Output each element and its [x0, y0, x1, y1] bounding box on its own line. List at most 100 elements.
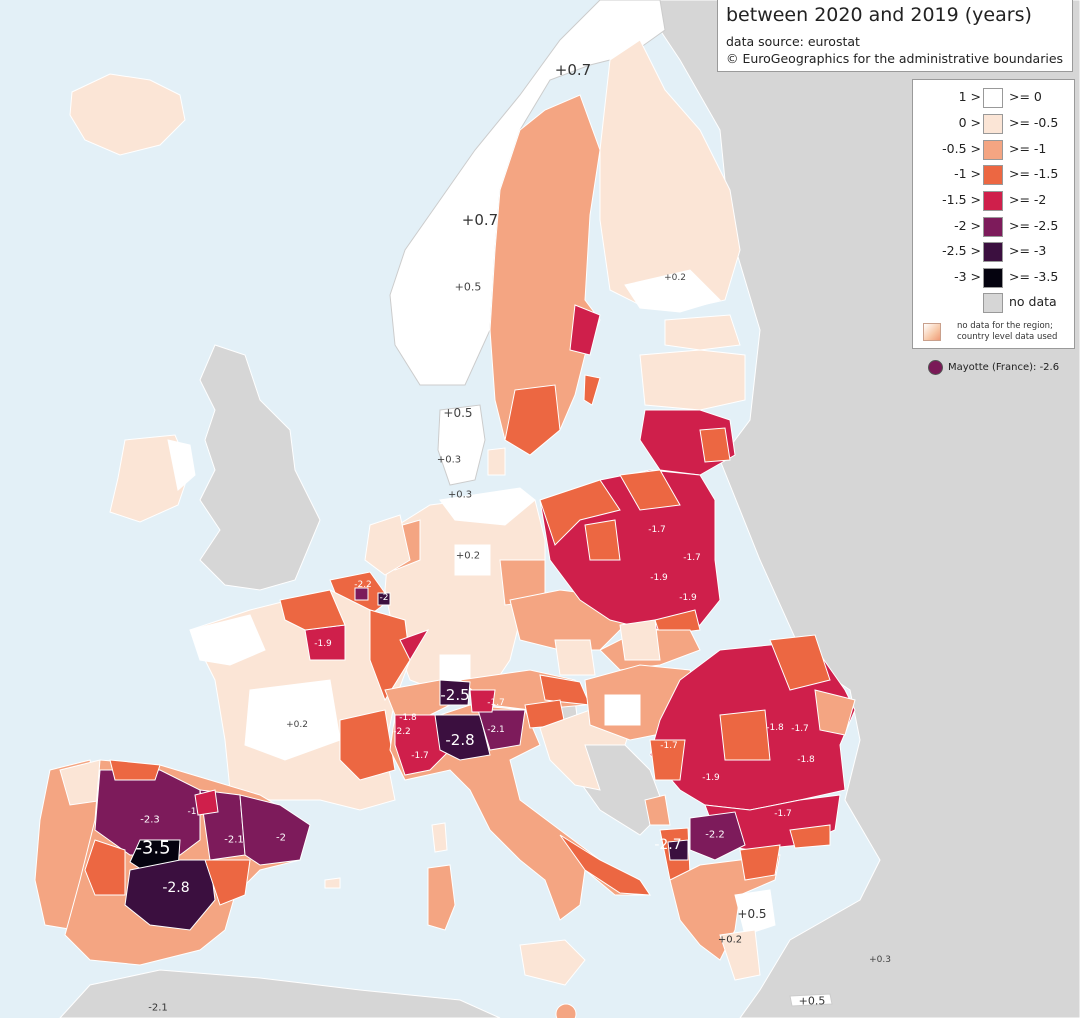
north-macedonia	[689, 811, 746, 861]
region-value-label: -1.9	[679, 593, 697, 603]
region-value-label: +0.3	[869, 955, 891, 965]
legend-lower-bound: >= -3	[1009, 243, 1047, 258]
legend-upper-bound: -1 >	[954, 166, 981, 181]
legend-swatch	[983, 191, 1003, 211]
legend-swatch	[983, 242, 1003, 262]
legend-swatch	[983, 165, 1003, 185]
region-value-label: -1.8	[766, 723, 784, 733]
ireland	[109, 434, 191, 523]
legend-lower-bound: >= -3.5	[1009, 269, 1059, 284]
region-value-label: +0.2	[664, 273, 686, 283]
legend-upper-bound: -3 >	[954, 269, 981, 284]
legend-lower-bound: >= -2	[1009, 192, 1047, 207]
region-value-label: -2.1	[487, 725, 505, 735]
netherlands	[364, 514, 411, 576]
region-value-label: -2	[379, 593, 389, 603]
legend-row: no data	[913, 292, 1074, 314]
region-value-label: -1.7	[774, 809, 792, 819]
region-value-label: -1.7	[660, 741, 678, 751]
legend-upper-bound: 0 >	[958, 115, 981, 130]
legend-lower-bound: no data	[1009, 294, 1057, 309]
region-value-label: +0.5	[737, 907, 767, 921]
legend-row: -2.5 > >= -3	[913, 241, 1074, 263]
legend-upper-bound: -0.5 >	[942, 141, 981, 156]
region-value-label: +0.2	[717, 934, 743, 946]
sweden	[489, 94, 601, 456]
region-value-label: -2.5	[440, 686, 470, 704]
region-value-label: -1.7	[683, 553, 701, 563]
crete	[789, 993, 833, 1007]
region-value-label: -2.1	[224, 834, 244, 846]
region-value-label: -1.7	[648, 525, 666, 535]
region-value-label: -3.5	[135, 837, 171, 859]
latvia	[639, 349, 746, 411]
region-value-label: -1.7	[791, 724, 809, 734]
region-value-label: -2.7	[654, 837, 682, 853]
legend-swatch	[983, 114, 1003, 134]
region-value-label: -2.8	[445, 731, 475, 749]
legend-swatch	[983, 217, 1003, 237]
legend-lower-bound: >= -0.5	[1009, 115, 1059, 130]
region-value-label: -2.1	[148, 1002, 168, 1014]
legend-swatch	[983, 88, 1003, 108]
region-value-label: -1.7	[487, 698, 505, 708]
legend-row: 1 > >= 0	[913, 87, 1074, 109]
legend-lower-bound: >= -1	[1009, 141, 1047, 156]
region-value-label: -2	[276, 832, 286, 844]
region-value-label: +0.7	[554, 61, 592, 79]
legend-row: -1 > >= -1.5	[913, 164, 1074, 186]
copyright: © EuroGeographics for the administrative…	[726, 51, 1064, 66]
legend-row: -3 > >= -3.5	[913, 267, 1074, 289]
legend-lower-bound: >= 0	[1009, 89, 1042, 104]
region-value-label: +0.2	[286, 720, 308, 730]
region-value-label: -1.9	[314, 639, 332, 649]
region-value-label: -1.8	[399, 713, 417, 723]
sicily	[519, 939, 586, 986]
legend-row: -0.5 > >= -1	[913, 139, 1074, 161]
region-value-label: -2.2	[393, 727, 411, 737]
region-value-label: -2.2	[705, 829, 725, 841]
legend-swatch	[983, 293, 1003, 313]
legend-upper-bound: -2.5 >	[942, 243, 981, 258]
legend-swatch	[983, 140, 1003, 160]
denmark	[437, 404, 486, 486]
legend-lower-bound: >= -1.5	[1009, 166, 1059, 181]
data-source: data source: eurostat	[726, 34, 860, 49]
region-value-label: -1.9	[702, 773, 720, 783]
legend-row: -1.5 > >= -2	[913, 190, 1074, 212]
legend-note-text: no data for the region; country level da…	[957, 321, 1058, 342]
region-value-label: -1.7	[411, 751, 429, 761]
map-title: between 2020 and 2019 (years)	[726, 4, 1032, 26]
title-box: between 2020 and 2019 (years) data sourc…	[717, 0, 1073, 72]
legend-swatch	[983, 268, 1003, 288]
legend-upper-bound: 1 >	[958, 89, 981, 104]
mayotte-label: Mayotte (France): -2.6	[948, 362, 1060, 373]
mayotte-dot-icon	[928, 360, 943, 375]
region-value-label: -1.8	[797, 755, 815, 765]
iceland	[69, 73, 186, 156]
sardinia	[427, 864, 456, 931]
region-value-label: +0.5	[443, 406, 473, 420]
legend-row: -2 > >= -2.5	[913, 216, 1074, 238]
corsica	[431, 822, 448, 853]
finland	[599, 39, 741, 311]
region-value-label: +0.3	[447, 489, 473, 501]
legend-lower-bound: >= -2.5	[1009, 218, 1059, 233]
region-value-label: +0.2	[455, 550, 481, 562]
region-value-label: +0.5	[798, 994, 826, 1008]
region-value-label: +0.7	[461, 211, 499, 229]
region-value-label: -2.8	[162, 880, 190, 896]
legend-row: 0 > >= -0.5	[913, 113, 1074, 135]
region-value-label: -1	[187, 807, 197, 817]
legend-upper-bound: -2 >	[954, 218, 981, 233]
estonia	[664, 314, 741, 351]
region-value-label: +0.5	[454, 280, 482, 294]
region-value-label: -2.2	[354, 580, 372, 590]
hatched-swatch-icon	[923, 323, 941, 341]
legend-upper-bound: -1.5 >	[942, 192, 981, 207]
region-value-label: -2.3	[140, 814, 160, 826]
region-value-label: +0.3	[436, 454, 462, 466]
region-value-label: -1.9	[650, 573, 668, 583]
